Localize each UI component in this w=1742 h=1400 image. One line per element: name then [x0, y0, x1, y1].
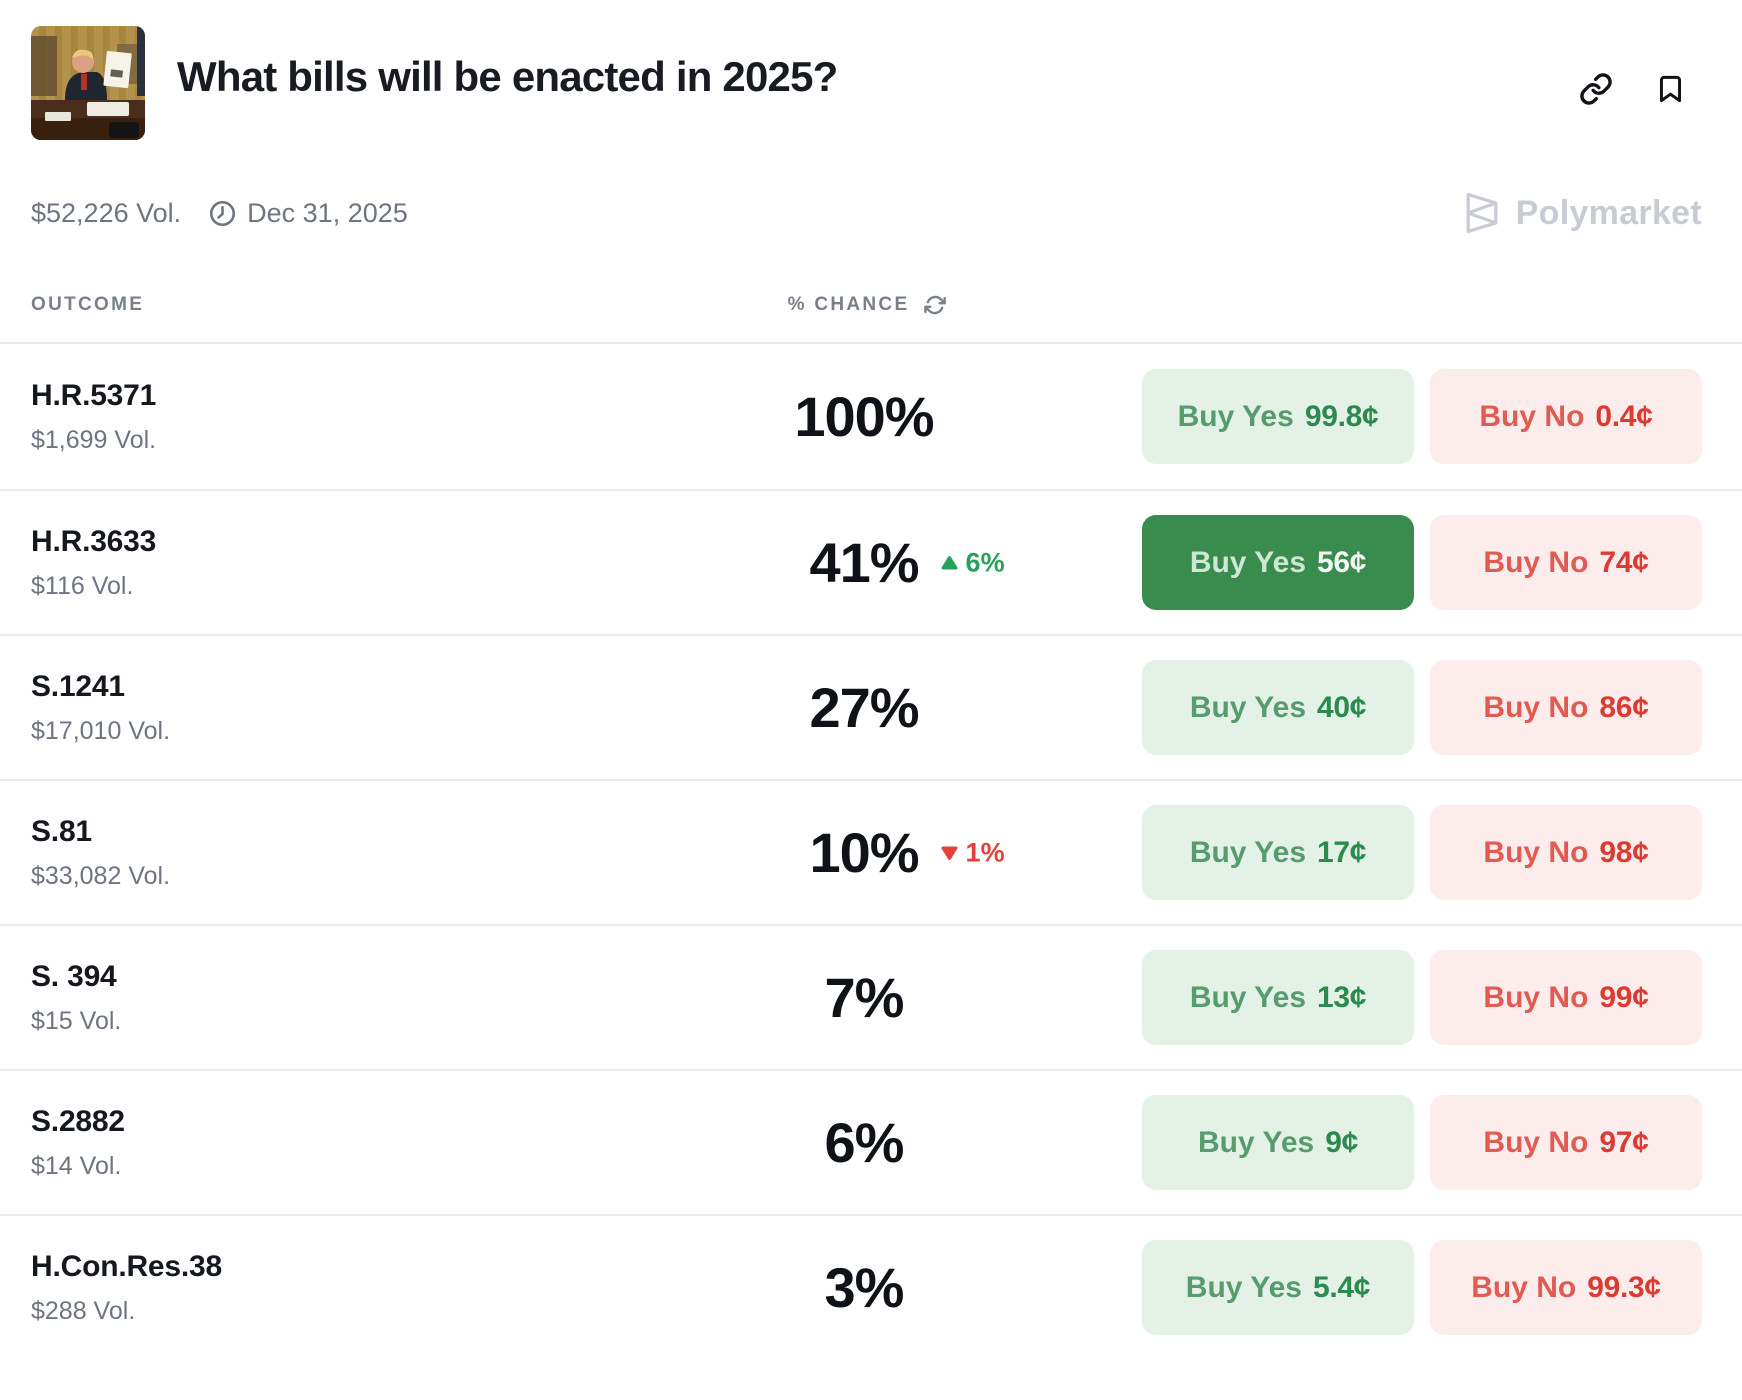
market-thumbnail-image — [31, 26, 145, 140]
arrow-down-icon — [941, 845, 958, 860]
outcome-volume: $33,082 Vol. — [31, 861, 171, 890]
table-row: S.1241 $17,010 Vol. 27% Buy Yes 40¢ Buy … — [0, 634, 1742, 779]
link-icon — [1580, 73, 1612, 105]
chance-percent: 100% — [794, 384, 934, 448]
no-price: 99.3¢ — [1587, 1270, 1661, 1304]
buy-yes-button[interactable]: Buy Yes 99.8¢ — [1142, 369, 1414, 464]
chance-percent: 7% — [824, 965, 905, 1029]
outcome-name: S. 394 — [31, 959, 117, 993]
chance-percent: 27% — [809, 675, 919, 739]
table-row: H.Con.Res.38 $288 Vol. 3% Buy Yes 5.4¢ B… — [0, 1214, 1742, 1359]
no-price: 86¢ — [1599, 690, 1649, 724]
buy-yes-button[interactable]: Buy Yes 9¢ — [1142, 1095, 1414, 1190]
buy-no-button[interactable]: Buy No 99¢ — [1430, 950, 1702, 1045]
outcome-name: S.2882 — [31, 1104, 125, 1138]
chance-value: 100% — [794, 388, 934, 445]
chance-percent: 6% — [824, 1110, 905, 1174]
chance-column-header: % CHANCE — [787, 294, 910, 315]
buy-no-button[interactable]: Buy No 98¢ — [1430, 805, 1702, 900]
outcome-volume: $288 Vol. — [31, 1296, 136, 1325]
yes-price: 99.8¢ — [1304, 399, 1379, 433]
chance-delta: 1% — [941, 839, 1005, 866]
chance-value: 41% 6% — [809, 534, 1004, 591]
outcome-volume: $14 Vol. — [31, 1151, 122, 1180]
buy-no-button[interactable]: Buy No 99.3¢ — [1430, 1240, 1702, 1335]
arrow-up-icon — [941, 555, 958, 570]
table-row: S.2882 $14 Vol. 6% Buy Yes 9¢ Buy No 97¢ — [0, 1069, 1742, 1214]
outcome-name: H.R.5371 — [31, 378, 157, 412]
yes-price: 9¢ — [1325, 1125, 1358, 1159]
chance-delta-value: 1% — [965, 837, 1005, 867]
no-price: 99¢ — [1599, 980, 1649, 1014]
chance-value: 10% 1% — [809, 824, 1004, 881]
buy-yes-button[interactable]: Buy Yes 13¢ — [1142, 950, 1414, 1045]
market-header: What bills will be enacted in 2025? $52,… — [0, 0, 1742, 236]
no-price: 97¢ — [1599, 1125, 1649, 1159]
chance-percent: 41% — [809, 530, 919, 594]
oval-office-scene — [31, 26, 145, 140]
buy-yes-button[interactable]: Buy Yes 40¢ — [1142, 660, 1414, 755]
chance-delta-value: 6% — [965, 547, 1005, 577]
refresh-button[interactable] — [924, 294, 947, 316]
buy-no-button[interactable]: Buy No 74¢ — [1430, 515, 1702, 610]
clock-icon — [209, 200, 236, 227]
outcome-volume: $1,699 Vol. — [31, 425, 157, 454]
yes-price: 5.4¢ — [1313, 1270, 1371, 1304]
market-title: What bills will be enacted in 2025? — [177, 53, 838, 100]
end-date: Dec 31, 2025 — [247, 197, 408, 228]
bookmark-button[interactable] — [1655, 72, 1686, 106]
outcome-name: H.Con.Res.38 — [31, 1249, 222, 1283]
table-row: H.R.3633 $116 Vol. 41% 6% Buy Yes — [0, 489, 1742, 634]
buy-no-button[interactable]: Buy No 86¢ — [1430, 660, 1702, 755]
market-meta: $52,226 Vol. Dec 31, 2025 Polymarket — [31, 190, 1702, 236]
volume-total: $52,226 Vol. — [31, 197, 182, 228]
outcome-column-header: OUTCOME — [31, 294, 145, 315]
buy-yes-button[interactable]: Buy Yes 5.4¢ — [1142, 1240, 1414, 1335]
chance-value: 6% — [825, 1114, 905, 1171]
buy-no-button[interactable]: Buy No 0.4¢ — [1430, 369, 1702, 464]
outcome-volume: $15 Vol. — [31, 1006, 122, 1035]
chance-percent: 3% — [824, 1255, 905, 1319]
table-row: S. 394 $15 Vol. 7% Buy Yes 13¢ Buy No 99… — [0, 924, 1742, 1069]
buy-no-button[interactable]: Buy No 97¢ — [1430, 1095, 1702, 1190]
bookmark-icon — [1659, 75, 1682, 103]
chance-delta: 6% — [941, 549, 1005, 576]
outcome-name: S.1241 — [31, 669, 125, 703]
table-header: OUTCOME % CHANCE — [0, 294, 1742, 344]
polymarket-brand-link[interactable]: Polymarket — [1461, 190, 1702, 236]
outcomes-table: OUTCOME % CHANCE H.R.5371 $1,699 Vol. 10… — [0, 294, 1742, 1359]
chance-value: 7% — [825, 969, 905, 1026]
buy-yes-button[interactable]: Buy Yes 56¢ — [1142, 515, 1414, 610]
table-body: H.R.5371 $1,699 Vol. 100% Buy Yes 99.8¢ … — [0, 344, 1742, 1359]
yes-price: 13¢ — [1317, 980, 1367, 1014]
no-price: 74¢ — [1599, 545, 1649, 579]
polymarket-wordmark: Polymarket — [1515, 193, 1702, 232]
outcome-volume: $116 Vol. — [31, 571, 134, 600]
buy-yes-button[interactable]: Buy Yes 17¢ — [1142, 805, 1414, 900]
refresh-icon — [924, 295, 947, 315]
chance-value: 27% — [809, 679, 919, 736]
chance-value: 3% — [825, 1259, 905, 1316]
table-row: S.81 $33,082 Vol. 10% 1% Buy Yes — [0, 779, 1742, 924]
no-price: 0.4¢ — [1595, 399, 1653, 433]
yes-price: 56¢ — [1317, 545, 1367, 579]
yes-price: 17¢ — [1317, 835, 1367, 869]
polymarket-logo-icon — [1466, 192, 1498, 234]
table-row: H.R.5371 $1,699 Vol. 100% Buy Yes 99.8¢ … — [0, 344, 1742, 489]
outcome-volume: $17,010 Vol. — [31, 716, 171, 745]
chance-percent: 10% — [809, 820, 919, 884]
yes-price: 40¢ — [1317, 690, 1367, 724]
outcome-name: H.R.3633 — [31, 524, 157, 558]
outcome-name: S.81 — [31, 814, 92, 848]
no-price: 98¢ — [1599, 835, 1649, 869]
copy-link-button[interactable] — [1579, 72, 1613, 106]
